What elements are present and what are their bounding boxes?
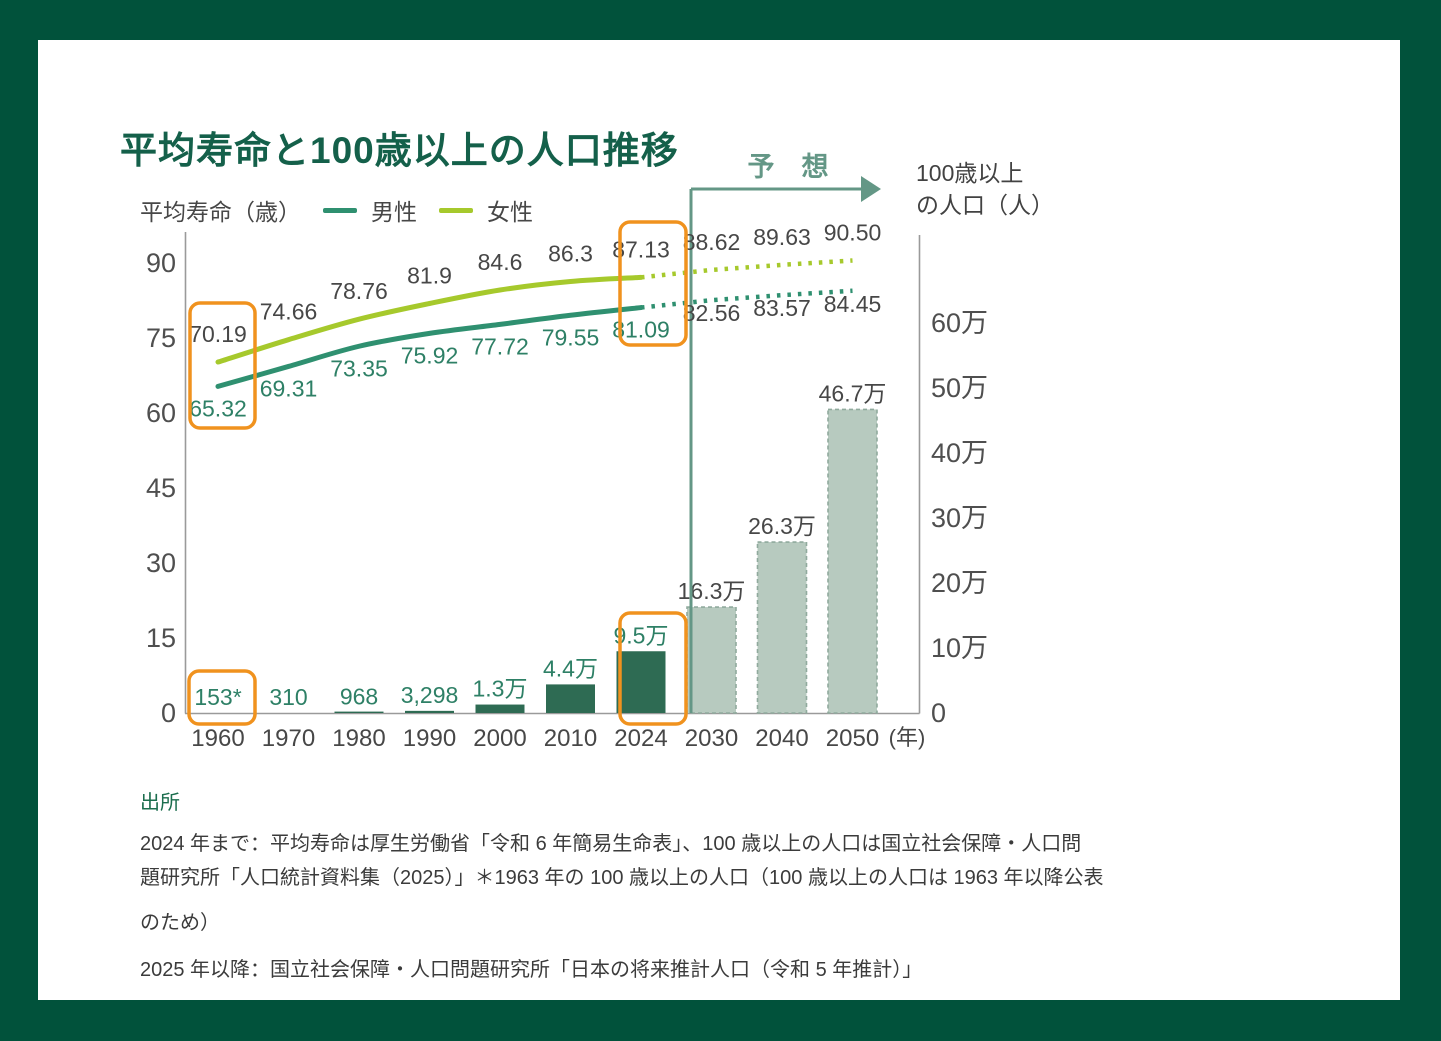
source-line: 2024 年まで：平均寿命は厚生労働省「令和 6 年簡易生命表」、100 歳以上… [140, 833, 1082, 855]
chart-card: 平均寿命と100歳以上の人口推移 平均寿命（歳） 男性 女性 100歳以上 の人… [38, 40, 1400, 1000]
legend-female-label: 女性 [487, 199, 533, 225]
source-block: 出所 2024 年まで：平均寿命は厚生労働省「令和 6 年簡易生命表」、100 … [140, 786, 1320, 987]
right-axis-caption-line2: の人口（人） [916, 192, 1054, 218]
legend-female-swatch [439, 207, 473, 213]
legend-male-label: 男性 [371, 199, 417, 225]
legend-male-swatch [323, 207, 357, 213]
page-title: 平均寿命と100歳以上の人口推移 [120, 130, 679, 171]
right-axis-caption: 100歳以上 の人口（人） [916, 157, 1054, 221]
source-line: 2025 年以降：国立社会保障・人口問題研究所「日本の将来推計人口（令和 5 年… [140, 959, 923, 981]
source-lines: 2024 年まで：平均寿命は厚生労働省「令和 6 年簡易生命表」、100 歳以上… [140, 827, 1320, 987]
source-heading: 出所 [140, 792, 180, 814]
left-axis-caption-and-legend: 平均寿命（歳） 男性 女性 [140, 193, 533, 227]
left-axis-caption: 平均寿命（歳） [140, 199, 301, 225]
right-axis-caption-line1: 100歳以上 [916, 160, 1024, 186]
source-line: のため） [140, 912, 220, 934]
source-line: 題研究所「人口統計資料集（2025）」＊1963 年の 100 歳以上の人口（1… [140, 867, 1104, 889]
